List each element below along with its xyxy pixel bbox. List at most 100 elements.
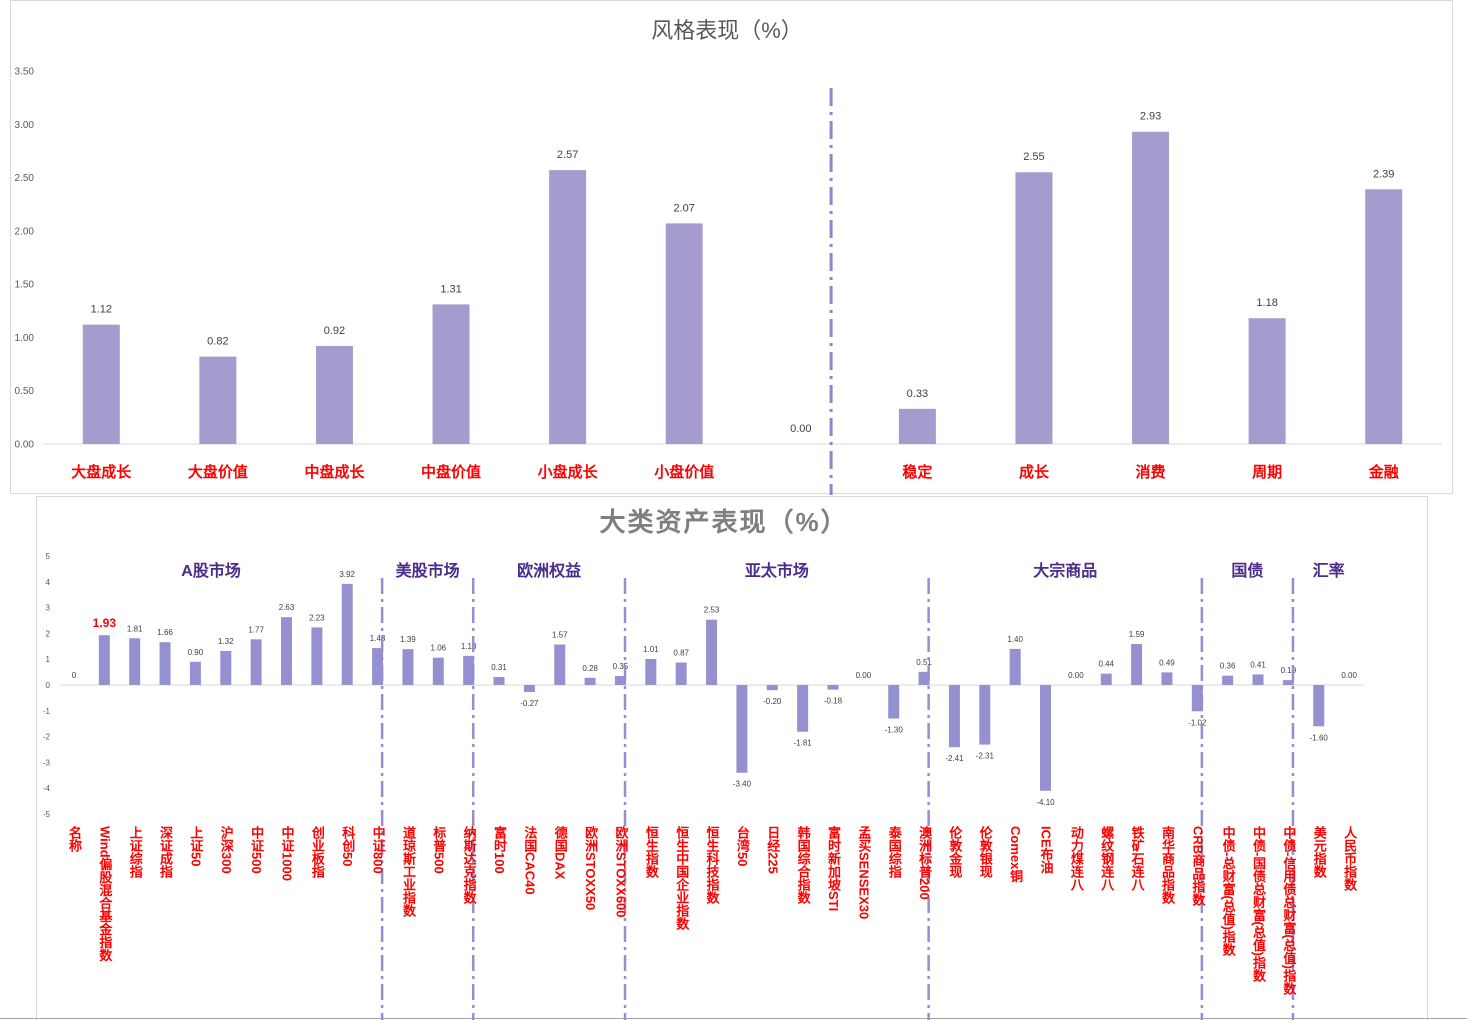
style-bar: [315, 345, 353, 444]
asset-bar: [220, 650, 232, 685]
y-tick-label: 0: [46, 681, 51, 690]
y-tick-label: 0.00: [15, 440, 35, 451]
asset-chart-title: 大类资产表现（%）: [599, 507, 848, 537]
asset-bar: [736, 685, 748, 773]
asset-bar: [1191, 685, 1203, 712]
category-label: 中盘价值: [421, 463, 481, 481]
bar-value-label: 0.19: [1281, 666, 1297, 675]
style-performance-panel: [10, 0, 1453, 494]
bar-value-label: 0.00: [790, 423, 811, 435]
group-header: 汇率: [1313, 561, 1345, 580]
bar-value-label: -0.20: [763, 697, 782, 706]
bar-value-label: 1.18: [1256, 297, 1277, 309]
asset-bar: [281, 617, 293, 685]
bar-value-label: 0.51: [916, 658, 932, 667]
bar-value-label: 1.59: [1129, 630, 1145, 639]
y-tick-label: -1: [43, 707, 51, 716]
group-header: A股市场: [181, 561, 241, 580]
asset-bar: [341, 583, 353, 685]
asset-bar: [797, 685, 809, 732]
asset-bar: [372, 648, 384, 685]
y-tick-label: 2.00: [15, 226, 35, 237]
bar-value-label: 1.43: [370, 634, 386, 643]
bar-value-label: 0.00: [856, 671, 872, 680]
style-bar: [432, 304, 470, 444]
bar-value-label: 1.81: [127, 624, 143, 633]
category-label: 消费: [1136, 463, 1166, 481]
y-tick-label: 3: [46, 604, 51, 613]
bar-value-label: 0.00: [1068, 671, 1084, 680]
bar-value-label: 1.39: [400, 635, 416, 644]
asset-bar: [98, 635, 110, 685]
asset-bar: [129, 638, 141, 685]
asset-bar: [1222, 675, 1234, 685]
bar-value-label: 2.93: [1140, 111, 1161, 123]
bar-value-label: -1.02: [1188, 718, 1207, 727]
group-header: 欧洲权益: [517, 561, 581, 580]
asset-bar: [918, 671, 930, 685]
bar-value-label: 0.33: [907, 388, 928, 400]
style-chart-title: 风格表现（%）: [651, 18, 803, 43]
bar-value-label: -1.60: [1310, 733, 1329, 742]
category-label: 大盘成长: [71, 463, 132, 481]
bar-value-label: 2.23: [309, 613, 325, 622]
asset-bar: [311, 627, 323, 685]
y-tick-label: 0.50: [15, 386, 35, 397]
asset-bar: [706, 619, 718, 685]
y-tick-label: -3: [43, 758, 51, 767]
y-tick-label: 5: [46, 552, 51, 561]
bar-value-label: -1.81: [794, 739, 813, 748]
asset-bar: [1131, 643, 1143, 685]
group-header: 美股市场: [396, 561, 460, 580]
asset-bar: [675, 662, 687, 685]
y-tick-label: 3.50: [15, 67, 35, 78]
bar-value-label: -2.31: [976, 752, 995, 761]
bar-value-label: 0.87: [673, 649, 689, 658]
asset-class-performance-panel: [36, 496, 1428, 1020]
bar-value-label: -0.18: [824, 697, 843, 706]
asset-bar: [402, 649, 414, 685]
asset-bar: [1040, 685, 1052, 791]
style-bar: [898, 408, 936, 444]
bar-value-label: 1.66: [157, 628, 173, 637]
category-label: 小盘价值: [654, 463, 714, 481]
bottom-rule: [0, 1018, 1467, 1019]
asset-class-performance-chart: -5 -4 -3 -2 -1 0 1 2 3 4 5 0 1.93 1.81 1.66 0.90 1.32 1.7…: [43, 552, 1365, 1020]
y-tick-label: 1: [46, 655, 51, 664]
style-performance-chart: 0.00 0.50 1.00 1.50 2.00 2.50 3.00 3.50 1.12 大盘成长…: [15, 67, 1442, 495]
style-bar: [1132, 131, 1170, 444]
asset-bar: [827, 685, 839, 690]
asset-bar: [1252, 674, 1264, 685]
category-label: 金融: [1368, 463, 1399, 481]
bar-value-label: 0.28: [582, 664, 598, 673]
category-label: 成长: [1019, 463, 1050, 481]
category-label: 小盘成长: [538, 463, 599, 481]
bar-value-label: 2.07: [673, 202, 694, 214]
bar-value-label: 0.41: [1250, 660, 1266, 669]
y-tick-label: 3.00: [15, 120, 35, 131]
bar-value-label: -4.10: [1036, 798, 1055, 807]
y-tick-label: 2.50: [15, 173, 35, 184]
bar-value-label: 2.55: [1023, 151, 1044, 163]
asset-bar: [554, 644, 566, 685]
style-bar: [1248, 318, 1286, 444]
bar-value-label: 2.63: [279, 603, 295, 612]
bar-value-label: 1.01: [643, 645, 659, 654]
asset-bar: [1009, 648, 1021, 685]
group-header: 大宗商品: [1033, 561, 1097, 580]
style-bar: [82, 324, 120, 444]
y-tick-label: -5: [43, 810, 51, 819]
bar-value-label: -1.30: [885, 726, 904, 735]
highlighted-value-label: 1.93: [93, 616, 117, 630]
category-label: 周期: [1252, 463, 1282, 481]
style-bar: [549, 170, 587, 444]
asset-bar: [189, 661, 201, 685]
bar-value-label: 1.13: [461, 642, 477, 651]
bar-value-label: 1.57: [552, 630, 568, 639]
bar-value-label: -3.40: [733, 780, 752, 789]
bar-value-label: 2.57: [557, 149, 578, 161]
asset-bar: [159, 642, 171, 685]
asset-bar: [584, 677, 596, 685]
bar-value-label: -0.27: [520, 699, 539, 708]
